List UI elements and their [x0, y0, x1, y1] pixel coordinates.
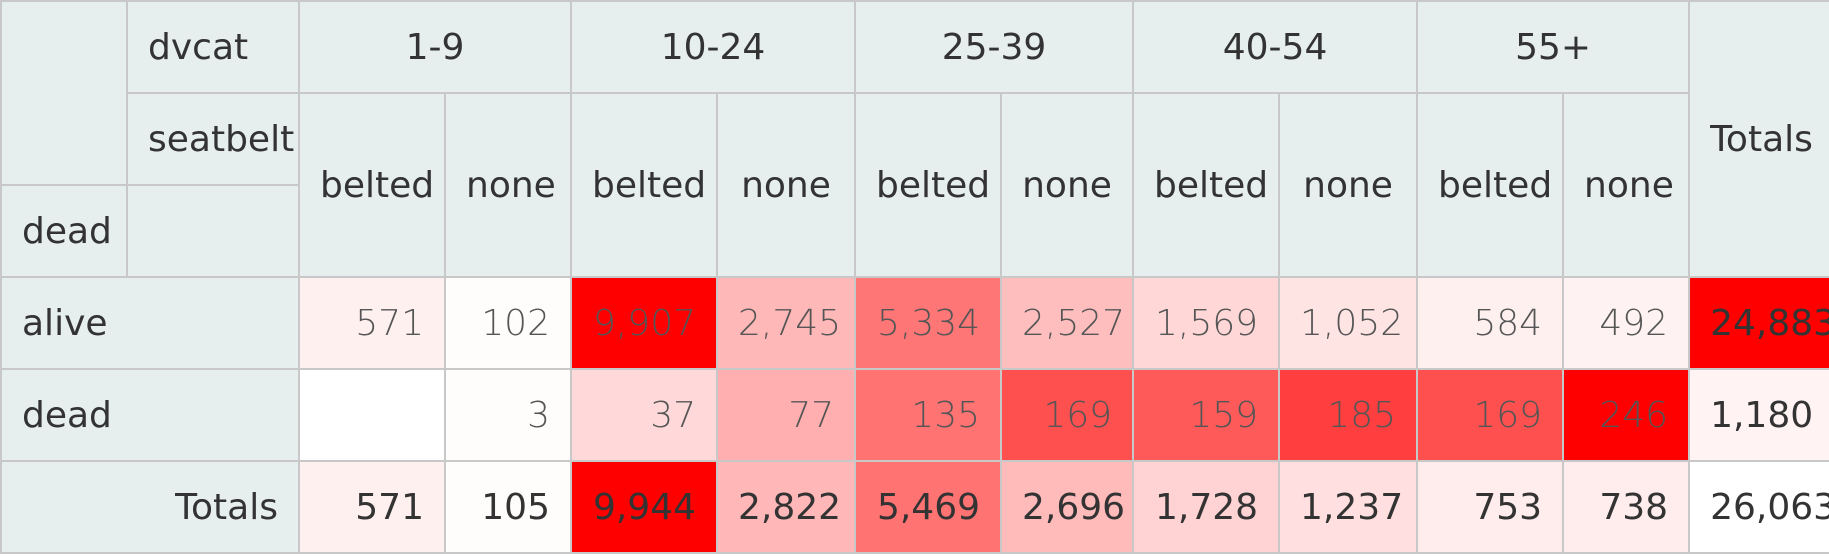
heat-cell: 1,052: [1278, 276, 1419, 370]
table-row: dead 3 37 77 135 169 159 185 169 246 1,1…: [0, 368, 1829, 462]
col-group-header: 55+: [1416, 0, 1691, 94]
col-group-header: 25-39: [854, 0, 1135, 94]
col-total-cell: 1,237: [1278, 460, 1419, 554]
heat-cell: 77: [715, 368, 857, 462]
heat-cell: 2,527: [1000, 276, 1135, 370]
row-label: dead: [0, 368, 300, 462]
sub-col-header: belted: [1132, 92, 1281, 278]
row-total-cell: 24,883: [1688, 276, 1829, 370]
table-row: alive 571 102 9,907 2,745 5,334 2,527 1,…: [0, 276, 1829, 370]
heat-cell: 37: [570, 368, 718, 462]
col-total-cell: 9,944: [570, 460, 718, 554]
sub-col-header: none: [715, 92, 857, 278]
heat-cell: 169: [1000, 368, 1135, 462]
row-var-spacer: [126, 184, 300, 278]
heat-cell: 185: [1278, 368, 1419, 462]
heat-cell: 246: [1562, 368, 1691, 462]
col-total-cell: 571: [298, 460, 446, 554]
row-var-label: dead: [0, 184, 128, 278]
sub-col-header: none: [444, 92, 572, 278]
table-row: Totals 571 105 9,944 2,822 5,469 2,696 1…: [0, 460, 1829, 554]
col-total-cell: 1,728: [1132, 460, 1281, 554]
col-group-header: 40-54: [1132, 0, 1419, 94]
sub-col-header: none: [1562, 92, 1691, 278]
heat-cell: 9,907: [570, 276, 718, 370]
heat-cell: [298, 368, 446, 462]
col-total-cell: 753: [1416, 460, 1565, 554]
col-var-label: dvcat: [126, 0, 300, 94]
col-total-cell: 105: [444, 460, 572, 554]
totals-row-label: Totals: [0, 460, 300, 554]
col-total-cell: 2,696: [1000, 460, 1135, 554]
col-total-cell: 738: [1562, 460, 1691, 554]
heat-cell: 169: [1416, 368, 1565, 462]
col-group-header: 1-9: [298, 0, 572, 94]
sub-col-header: belted: [570, 92, 718, 278]
row-label: alive: [0, 276, 300, 370]
heat-cell: 3: [444, 368, 572, 462]
sub-var-label: seatbelt: [126, 92, 300, 186]
totals-col-header: Totals: [1688, 0, 1829, 278]
heat-cell: 584: [1416, 276, 1565, 370]
heat-cell: 571: [298, 276, 446, 370]
heat-cell: 102: [444, 276, 572, 370]
grand-total-cell: 26,063: [1688, 460, 1829, 554]
sub-col-header: belted: [854, 92, 1003, 278]
sub-col-header: belted: [1416, 92, 1565, 278]
sub-col-header: belted: [298, 92, 446, 278]
heat-cell: 5,334: [854, 276, 1003, 370]
sub-col-header: none: [1278, 92, 1419, 278]
corner-cell: [0, 0, 128, 186]
heat-cell: 1,569: [1132, 276, 1281, 370]
col-group-header: 10-24: [569, 0, 857, 94]
heat-cell: 159: [1132, 368, 1281, 462]
sub-col-header: none: [1000, 92, 1135, 278]
heat-cell: 2,745: [715, 276, 857, 370]
row-total-cell: 1,180: [1688, 368, 1829, 462]
col-total-cell: 5,469: [854, 460, 1003, 554]
col-total-cell: 2,822: [715, 460, 857, 554]
heat-cell: 492: [1562, 276, 1691, 370]
heat-cell: 135: [854, 368, 1003, 462]
